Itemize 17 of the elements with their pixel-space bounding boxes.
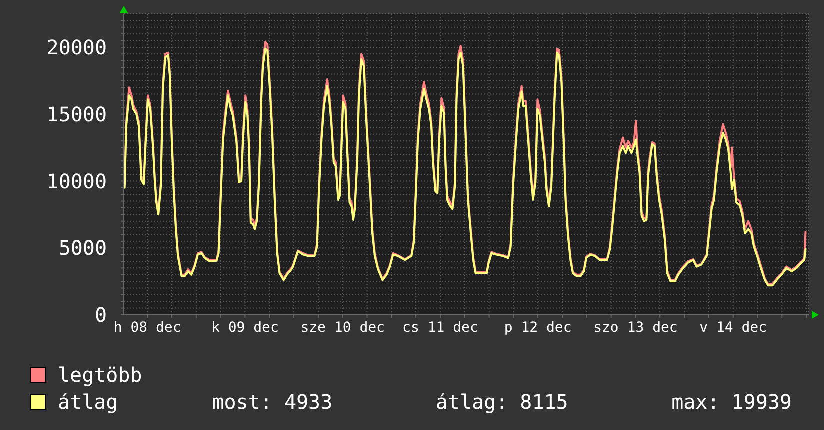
x-tick-label: h 08 dec (114, 320, 182, 336)
y-tick-label: 0 (94, 303, 107, 328)
legend-label: átlag (58, 390, 118, 414)
y-tick-label: 10000 (46, 169, 107, 194)
x-tick-label: cs 11 dec (402, 320, 478, 336)
x-tick-label: sze 10 dec (300, 320, 385, 336)
text: most: 4933 (212, 390, 333, 414)
x-tick-label: szo 13 dec (594, 320, 678, 336)
text: átlag: 8115 (436, 390, 568, 414)
y-tick-label: 20000 (46, 36, 107, 60)
y-tick-label: 15000 (46, 102, 107, 126)
text: max: 19939 (672, 390, 792, 414)
y-tick-label: 5000 (58, 236, 107, 260)
x-tick-label: p 12 dec (504, 320, 572, 336)
x-tick-label: v 14 dec (700, 320, 768, 336)
x-tick-label: k 09 dec (212, 320, 279, 336)
legend-label: legtöbb (58, 362, 142, 386)
